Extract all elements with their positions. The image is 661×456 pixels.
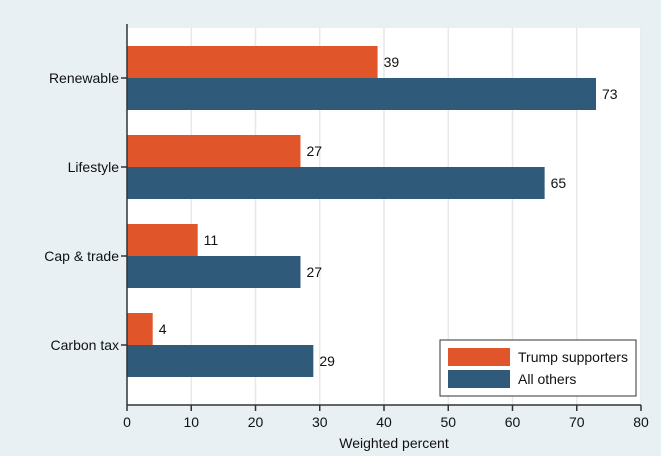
bar-value-label: 73 xyxy=(602,86,618,102)
bar-all-others xyxy=(127,256,301,288)
x-axis-title: Weighted percent xyxy=(339,435,449,451)
y-category-label: Cap & trade xyxy=(44,248,119,264)
legend-swatch xyxy=(448,370,510,388)
bar-all-others xyxy=(127,345,314,377)
bar-value-label: 27 xyxy=(306,143,322,159)
x-tick-label: 10 xyxy=(183,414,199,430)
bar-value-label: 29 xyxy=(319,353,335,369)
y-category-label: Carbon tax xyxy=(51,337,119,353)
legend-label: Trump supporters xyxy=(518,349,628,365)
legend: Trump supporters All others xyxy=(439,339,637,397)
axes: 0 10 20 30 40 50 60 70 80 Renewable Lifestyle Cap &… xyxy=(44,24,649,430)
x-tick-label: 20 xyxy=(248,414,264,430)
x-tick-label: 0 xyxy=(123,414,131,430)
bar-trump-supporters xyxy=(127,135,301,167)
x-tick-label: 50 xyxy=(440,414,456,430)
bar-value-label: 27 xyxy=(306,264,322,280)
bar-value-label: 65 xyxy=(551,175,567,191)
bar-trump-supporters xyxy=(127,224,198,256)
x-tick-label: 60 xyxy=(505,414,521,430)
bar-trump-supporters xyxy=(127,313,153,345)
bar-trump-supporters xyxy=(127,46,378,78)
y-category-label: Renewable xyxy=(49,70,119,86)
x-tick-label: 70 xyxy=(569,414,585,430)
bars: 39 73 27 65 11 27 4 29 xyxy=(127,46,618,377)
bar-all-others xyxy=(127,78,597,110)
x-tick-label: 40 xyxy=(376,414,392,430)
legend-label: All others xyxy=(518,371,576,387)
x-tick-label: 30 xyxy=(312,414,328,430)
legend-swatch xyxy=(448,348,510,366)
bar-value-label: 39 xyxy=(384,54,400,70)
bar-value-label: 4 xyxy=(159,321,167,337)
x-tick-label: 80 xyxy=(633,414,649,430)
bar-all-others xyxy=(127,167,545,199)
bar-value-label: 11 xyxy=(204,232,219,248)
y-category-label: Lifestyle xyxy=(68,159,120,175)
